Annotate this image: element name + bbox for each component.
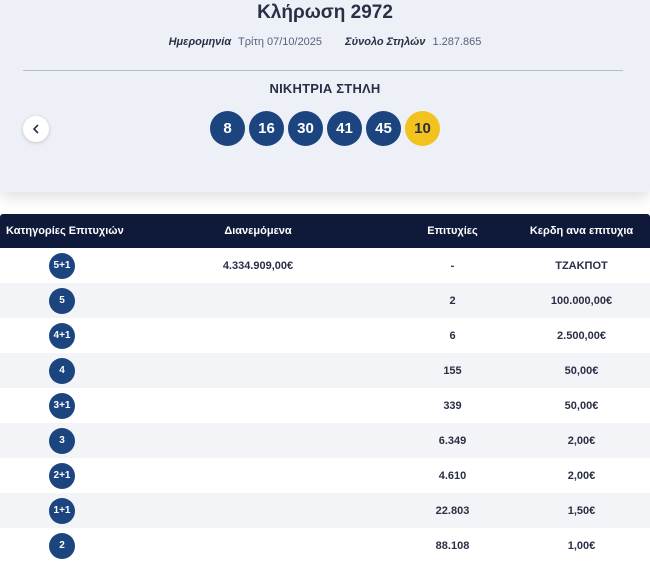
divider <box>23 70 623 71</box>
table-row: 3 6.349 2,00€ <box>0 423 650 458</box>
table-header: Κατηγορίες Επιτυχιών Διανεμόμενα Επιτυχί… <box>0 214 650 248</box>
prize-cell: 100.000,00€ <box>513 295 650 307</box>
number-ball: 16 <box>249 111 284 146</box>
winners-cell: 339 <box>392 400 513 412</box>
table-row: 2 88.108 1,00€ <box>0 528 650 563</box>
prize-cell: 2,00€ <box>513 435 650 447</box>
category-badge: 5 <box>49 288 75 314</box>
prize-cell: 2.500,00€ <box>513 330 650 342</box>
table-row: 4 155 50,00€ <box>0 353 650 388</box>
date-value: Τρίτη 07/10/2025 <box>238 36 322 48</box>
winners-cell: 22.803 <box>392 505 513 517</box>
bonus-ball: 10 <box>405 111 440 146</box>
columns-value: 1.287.865 <box>432 36 481 48</box>
prize-cell: 2,00€ <box>513 470 650 482</box>
prize-cell: 50,00€ <box>513 365 650 377</box>
prize-cell: ΤΖΑΚΠΟΤ <box>513 260 650 272</box>
category-badge: 4+1 <box>49 323 75 349</box>
prize-cell: 1,50€ <box>513 505 650 517</box>
winners-cell: 88.108 <box>392 540 513 552</box>
columns-label: Σύνολο Στηλών <box>345 36 425 48</box>
prize-cell: 50,00€ <box>513 400 650 412</box>
date-label: Ημερομηνία <box>169 36 232 48</box>
draw-date: Ημερομηνία Τρίτη 07/10/2025 <box>169 36 322 48</box>
category-badge: 2 <box>49 533 75 559</box>
draw-meta: Ημερομηνία Τρίτη 07/10/2025 Σύνολο Στηλώ… <box>0 36 650 48</box>
category-badge: 4 <box>49 358 75 384</box>
winners-cell: - <box>392 260 513 272</box>
category-badge: 3 <box>49 428 75 454</box>
winners-cell: 6.349 <box>392 435 513 447</box>
number-ball: 41 <box>327 111 362 146</box>
table-row: 5+1 4.334.909,00€ - ΤΖΑΚΠΟΤ <box>0 248 650 283</box>
winners-cell: 4.610 <box>392 470 513 482</box>
winners-cell: 6 <box>392 330 513 342</box>
prize-table: Κατηγορίες Επιτυχιών Διανεμόμενα Επιτυχί… <box>0 214 650 563</box>
header-prize: Κερδη ανα επιτυχια <box>513 225 650 237</box>
distributed-cell: 4.334.909,00€ <box>124 260 392 272</box>
table-row: 5 2 100.000,00€ <box>0 283 650 318</box>
draw-title: Κλήρωση 2972 <box>0 2 650 24</box>
header-distributed: Διανεμόμενα <box>124 225 392 237</box>
prize-cell: 1,00€ <box>513 540 650 552</box>
number-ball: 45 <box>366 111 401 146</box>
table-row: 1+1 22.803 1,50€ <box>0 493 650 528</box>
header-winners: Επιτυχίες <box>392 225 513 237</box>
number-ball: 30 <box>288 111 323 146</box>
header-category: Κατηγορίες Επιτυχιών <box>0 225 124 237</box>
winners-cell: 155 <box>392 365 513 377</box>
category-badge: 5+1 <box>49 253 75 279</box>
table-row: 3+1 339 50,00€ <box>0 388 650 423</box>
number-ball: 8 <box>210 111 245 146</box>
winning-numbers: 8 16 30 41 45 10 <box>0 111 650 146</box>
winners-cell: 2 <box>392 295 513 307</box>
table-row: 4+1 6 2.500,00€ <box>0 318 650 353</box>
category-badge: 1+1 <box>49 498 75 524</box>
draw-card: Κλήρωση 2972 Ημερομηνία Τρίτη 07/10/2025… <box>0 0 650 192</box>
winning-column-label: ΝΙΚΗΤΡΙΑ ΣΤΗΛΗ <box>0 81 650 96</box>
category-badge: 2+1 <box>49 463 75 489</box>
category-badge: 3+1 <box>49 393 75 419</box>
table-row: 2+1 4.610 2,00€ <box>0 458 650 493</box>
draw-columns: Σύνολο Στηλών 1.287.865 <box>345 36 481 48</box>
